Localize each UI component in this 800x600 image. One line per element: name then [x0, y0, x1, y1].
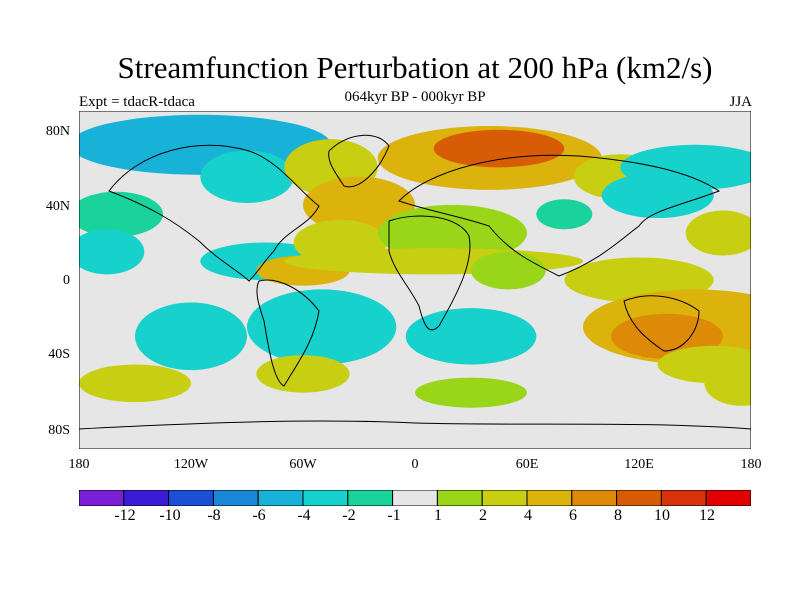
contour-region — [536, 199, 593, 230]
colorbar-swatch — [123, 490, 170, 506]
contour-region — [471, 251, 546, 290]
contour-region — [415, 377, 527, 408]
lon-label-60e: 60E — [515, 457, 539, 472]
colorbar-swatch — [302, 490, 349, 506]
lat-label-80s: 80S — [48, 423, 70, 438]
colorbar-label: 6 — [569, 507, 577, 524]
colorbar-swatch — [347, 490, 394, 506]
colorbar-label: -4 — [297, 507, 311, 524]
lon-label-60w: 60W — [289, 457, 317, 472]
colorbar — [79, 490, 751, 506]
lon-label-120w: 120W — [173, 457, 209, 472]
colorbar-label: -2 — [342, 507, 356, 524]
contour-region — [405, 308, 537, 365]
contour-region — [303, 176, 415, 234]
coast-north-america — [108, 144, 320, 282]
contour-region — [200, 150, 294, 204]
colorbar-label: -12 — [114, 507, 136, 524]
colorbar-swatch — [526, 490, 573, 506]
colorbar-swatch — [392, 490, 438, 506]
colorbar-swatch — [616, 490, 662, 506]
coast-south-america — [256, 279, 320, 387]
colorbar-label: -10 — [159, 507, 181, 524]
coast-australia — [623, 295, 700, 352]
lat-label-80n: 80N — [45, 124, 70, 139]
colorbar-label: 1 — [434, 507, 442, 524]
lon-label-0: 0 — [411, 457, 419, 472]
contour-region — [704, 360, 751, 406]
coast-africa — [388, 215, 471, 331]
figure-title: Streamfunction Perturbation at 200 hPa (… — [117, 50, 713, 85]
colorbar-swatch — [571, 490, 618, 506]
colorbar-label: -1 — [387, 507, 401, 524]
colorbar-swatch — [660, 490, 707, 506]
contour-region — [135, 302, 247, 371]
contour-region — [79, 191, 163, 237]
colorbar-swatch — [481, 490, 528, 506]
colorbar-label: -6 — [252, 507, 266, 524]
season-label: JJA — [729, 94, 752, 110]
colorbar-label: 10 — [654, 507, 670, 524]
colorbar-swatch — [168, 490, 214, 506]
contour-region — [79, 229, 145, 275]
contour-region — [433, 129, 565, 168]
contour-region — [685, 210, 751, 256]
contour-region — [256, 355, 350, 393]
lat-label-0: 0 — [63, 273, 70, 288]
coastlines — [79, 134, 751, 430]
colorbar-swatch — [705, 490, 751, 506]
experiment-label: Expt = tdacR-tdaca — [79, 94, 195, 110]
lon-label-180w: 180 — [68, 457, 90, 472]
lon-label-120e: 120E — [624, 457, 654, 472]
contour-region — [247, 289, 397, 365]
lat-label-40s: 40S — [48, 347, 70, 362]
coast-greenland — [328, 134, 390, 188]
colorbar-label: 8 — [614, 507, 622, 524]
colorbar-label: 12 — [699, 507, 715, 524]
lon-label-180e: 180 — [740, 457, 762, 472]
colorbar-label: 4 — [524, 507, 532, 524]
colorbar-swatch — [79, 490, 125, 506]
contour-region — [79, 364, 191, 403]
colorbar-swatch — [436, 490, 483, 506]
map-plot — [79, 111, 751, 449]
figure-subtitle: 064kyr BP - 000kyr BP — [344, 89, 486, 105]
contour-region — [377, 204, 527, 262]
colorbar-swatch — [212, 490, 259, 506]
coast-eurasia — [398, 154, 721, 277]
contour-fields — [79, 114, 751, 408]
coast-antarctica — [79, 420, 751, 430]
lat-label-40n: 40N — [45, 199, 70, 214]
contour-region — [601, 172, 714, 219]
colorbar-label: -8 — [207, 507, 221, 524]
colorbar-swatch — [257, 490, 304, 506]
colorbar-label: 2 — [479, 507, 487, 524]
